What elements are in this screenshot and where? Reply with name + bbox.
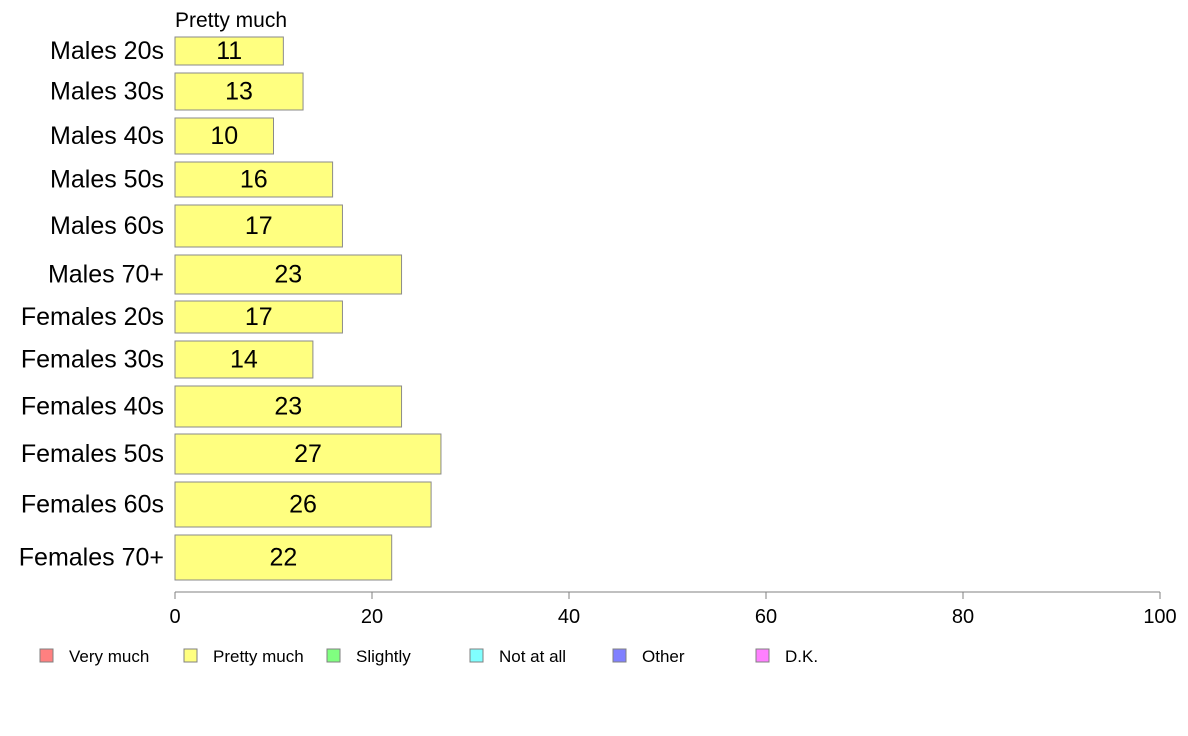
bar	[174, 117, 274, 155]
category-label: Females 50s	[21, 440, 164, 468]
x-tick-label: 0	[169, 606, 180, 628]
category-label: Males 50s	[50, 166, 164, 194]
value-label: 16	[240, 166, 268, 194]
legend-swatch	[326, 648, 341, 663]
x-tick-label: 20	[361, 606, 383, 628]
x-tick-label: 60	[755, 606, 777, 628]
category-label: Females 40s	[21, 393, 164, 421]
bar	[174, 72, 304, 111]
category-label: Males 20s	[50, 37, 164, 65]
bar	[174, 433, 442, 475]
legend-label: Slightly	[356, 647, 411, 666]
bar	[174, 36, 284, 66]
legend: Very much Pretty much Slightly Not at all Ot…	[39, 647, 818, 666]
category-label: Females 20s	[21, 303, 164, 331]
legend-swatch	[39, 648, 54, 663]
x-axis: 0 20 40 60 80 100	[169, 591, 1177, 628]
legend-label: D.K.	[785, 647, 818, 666]
value-label: 26	[289, 491, 317, 519]
bar	[174, 385, 403, 428]
category-label: Males 70+	[48, 261, 164, 289]
legend-swatch	[612, 648, 627, 663]
value-label: 17	[245, 212, 273, 240]
value-label: 17	[245, 303, 273, 331]
bar	[174, 161, 334, 198]
legend-label: Very much	[69, 647, 149, 666]
value-label: 23	[274, 393, 302, 421]
value-label: 10	[210, 122, 238, 150]
bar	[174, 254, 403, 295]
value-label: 11	[216, 37, 242, 65]
legend-label: Other	[642, 647, 685, 666]
value-label: 14	[230, 346, 258, 374]
value-label: 23	[274, 261, 302, 289]
bar	[174, 534, 393, 581]
legend-label: Not at all	[499, 647, 566, 666]
category-label: Females 70+	[19, 544, 164, 572]
series-header: Pretty much	[175, 9, 287, 32]
legend-swatch	[469, 648, 484, 663]
bar	[174, 481, 432, 528]
bar	[174, 340, 314, 379]
category-label: Males 60s	[50, 212, 164, 240]
legend-swatch	[183, 648, 198, 663]
legend-label: Pretty much	[213, 647, 304, 666]
x-tick-label: 40	[558, 606, 580, 628]
bars-group: Males 20s 11 Males 30s 13 Males 40s 10 Males 5…	[19, 36, 442, 581]
bar	[174, 300, 343, 334]
category-label: Males 40s	[50, 122, 164, 150]
category-label: Females 30s	[21, 346, 164, 374]
category-label: Males 30s	[50, 78, 164, 106]
x-tick-label: 100	[1143, 606, 1176, 628]
value-label: 22	[269, 544, 297, 572]
category-label: Females 60s	[21, 491, 164, 519]
x-tick-label: 80	[952, 606, 974, 628]
value-label: 27	[294, 440, 322, 468]
bar	[174, 204, 343, 248]
legend-swatch	[755, 648, 770, 663]
value-label: 13	[225, 78, 253, 106]
